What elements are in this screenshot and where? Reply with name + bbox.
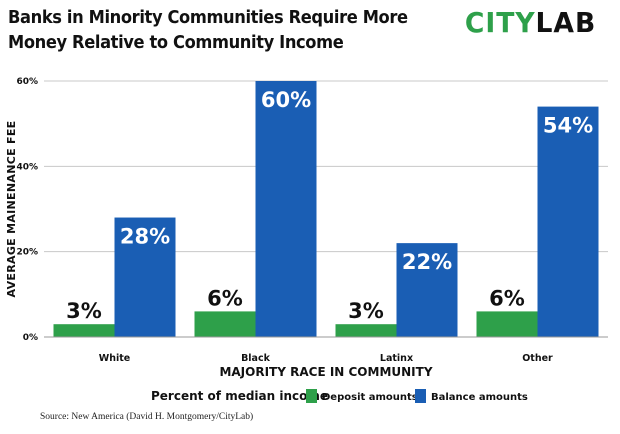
logo-part-lab: LAB bbox=[535, 6, 596, 39]
x-tick-label: Black bbox=[241, 353, 271, 364]
x-tick-label: Latinx bbox=[380, 353, 413, 364]
source-note: Source: New America (David H. Montgomery… bbox=[40, 412, 254, 422]
legend-label-balance: Balance amounts bbox=[431, 392, 528, 403]
data-label: 54% bbox=[543, 114, 593, 138]
data-label: 6% bbox=[489, 286, 525, 310]
x-tick-label: Other bbox=[522, 353, 553, 364]
y-tick-label: 0% bbox=[23, 333, 38, 343]
data-label: 60% bbox=[261, 88, 311, 112]
bar-deposit-black bbox=[194, 311, 256, 337]
bar-deposit-other bbox=[476, 311, 538, 337]
legend-swatch-deposit bbox=[306, 389, 317, 403]
bar-deposit-white bbox=[53, 324, 115, 337]
x-tick-label: White bbox=[99, 353, 130, 364]
bar-balance-latinx bbox=[396, 243, 458, 337]
chart-title-line-1: Banks in Minority Communities Require Mo… bbox=[8, 8, 408, 28]
y-tick-label: 20% bbox=[16, 248, 38, 258]
data-label: 6% bbox=[207, 286, 243, 310]
bar-balance-white bbox=[114, 217, 176, 337]
data-label: 22% bbox=[402, 250, 452, 274]
legend-label-deposit: Deposit amounts bbox=[322, 392, 418, 403]
citylab-logo: CITYLAB bbox=[465, 6, 596, 39]
x-axis-title: MAJORITY RACE IN COMMUNITY bbox=[219, 365, 432, 379]
data-label: 3% bbox=[348, 299, 384, 323]
logo-part-city: CITY bbox=[464, 6, 536, 39]
chart-title-line-2: Money Relative to Community Income bbox=[8, 33, 344, 53]
bar-balance-black bbox=[255, 81, 317, 337]
y-tick-label: 60% bbox=[16, 77, 38, 87]
y-tick-label: 40% bbox=[16, 162, 38, 172]
legend-swatch-balance bbox=[415, 389, 426, 403]
bar-balance-other bbox=[537, 106, 599, 337]
y-axis-title: AVERAGE MAINENANCE FEE bbox=[5, 121, 18, 298]
legend-title: Percent of median income bbox=[151, 389, 328, 403]
chart-title: Banks in Minority Communities Require Mo… bbox=[8, 6, 408, 56]
data-label: 28% bbox=[120, 225, 170, 249]
bar-deposit-latinx bbox=[335, 324, 397, 337]
data-label: 3% bbox=[66, 299, 102, 323]
